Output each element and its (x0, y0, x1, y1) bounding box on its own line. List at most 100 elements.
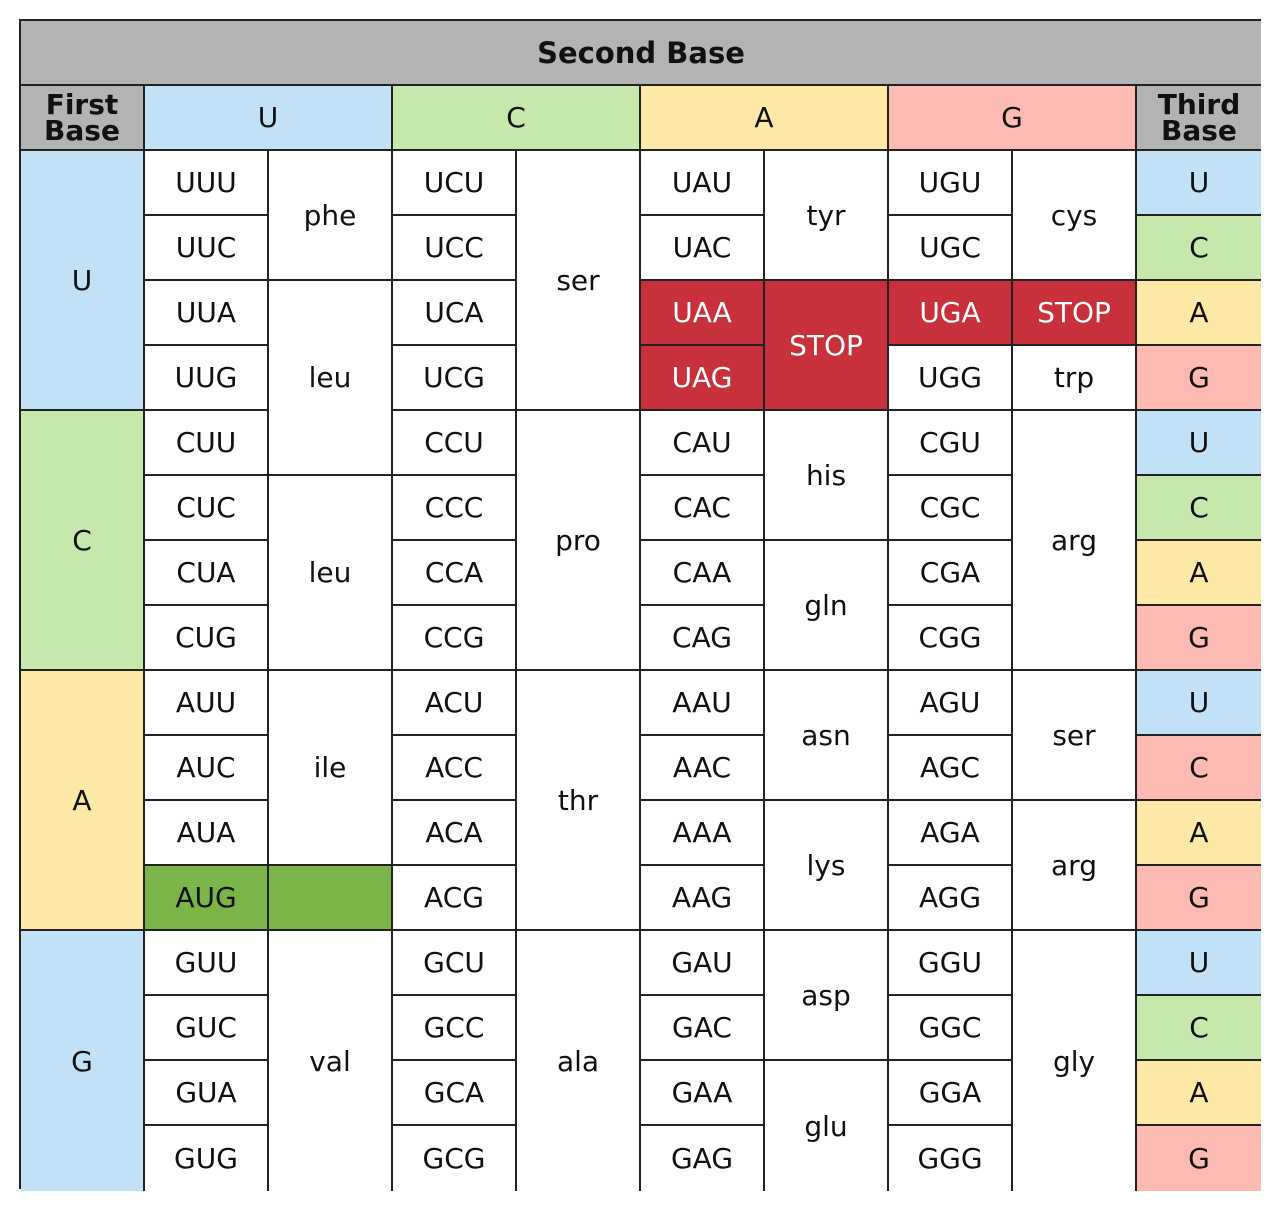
codon-caa: CAA (641, 541, 765, 606)
first-base-c: C (21, 411, 145, 671)
codon-gcg: GCG (393, 1126, 517, 1191)
amino-acid-leu: leu (269, 281, 393, 476)
codon-uau: UAU (641, 151, 765, 216)
codon-cua: CUA (145, 541, 269, 606)
first-base-header: First Base (21, 86, 145, 151)
amino-acid-gln: gln (765, 541, 889, 671)
third-base-u: U (1137, 151, 1261, 216)
amino-acid-arg: arg (1013, 411, 1137, 671)
codon-gua: GUA (145, 1061, 269, 1126)
codon-uag: UAG (641, 346, 765, 411)
stop-label: STOP (765, 281, 889, 411)
codon-cag: CAG (641, 606, 765, 671)
codon-guc: GUC (145, 996, 269, 1061)
codon-table: Second Base First Base U C A G Third Base U C A G U… (19, 19, 1261, 1191)
codon-uua: UUA (145, 281, 269, 346)
amino-acid-ala: ala (517, 931, 641, 1191)
codon-ugu: UGU (889, 151, 1013, 216)
codon-auu: AUU (145, 671, 269, 736)
codon-gga: GGA (889, 1061, 1013, 1126)
codon-ccu: CCU (393, 411, 517, 476)
codon-gcc: GCC (393, 996, 517, 1061)
codon-cga: CGA (889, 541, 1013, 606)
codon-uga: UGA (889, 281, 1013, 346)
codon-uuu: UUU (145, 151, 269, 216)
amino-acid-cys: cys (1013, 151, 1137, 281)
stop-label: STOP (1013, 281, 1137, 346)
third-base-a: A (1137, 541, 1261, 606)
codon-aga: AGA (889, 801, 1013, 866)
first-base-u: U (21, 151, 145, 411)
second-base-c: C (393, 86, 641, 151)
amino-acid-tyr: tyr (765, 151, 889, 281)
amino-acid-leu: leu (269, 476, 393, 671)
amino-acid-thr: thr (517, 671, 641, 931)
codon-ucg: UCG (393, 346, 517, 411)
third-base-a: A (1137, 801, 1261, 866)
codon-gaa: GAA (641, 1061, 765, 1126)
codon-ugc: UGC (889, 216, 1013, 281)
amino-acid-val: val (269, 931, 393, 1191)
codon-ugg: UGG (889, 346, 1013, 411)
codon-acu: ACU (393, 671, 517, 736)
amino-acid-pro: pro (517, 411, 641, 671)
codon-uca: UCA (393, 281, 517, 346)
third-base-g: G (1137, 346, 1261, 411)
first-base-g: G (21, 931, 145, 1191)
codon-uac: UAC (641, 216, 765, 281)
amino-acid-ser: ser (1013, 671, 1137, 801)
codon-gcu: GCU (393, 931, 517, 996)
codon-cac: CAC (641, 476, 765, 541)
codon-ggg: GGG (889, 1126, 1013, 1191)
second-base-title: Second Base (21, 21, 1261, 86)
amino-acid-trp: trp (1013, 346, 1137, 411)
amino-acid-lys: lys (765, 801, 889, 931)
third-base-c: C (1137, 736, 1261, 801)
codon-ucc: UCC (393, 216, 517, 281)
codon-uaa: UAA (641, 281, 765, 346)
amino-acid-ile: ile (269, 671, 393, 866)
second-base-u: U (145, 86, 393, 151)
third-base-a: A (1137, 1061, 1261, 1126)
codon-cca: CCA (393, 541, 517, 606)
third-base-c: C (1137, 996, 1261, 1061)
third-base-u: U (1137, 671, 1261, 736)
third-base-u: U (1137, 931, 1261, 996)
codon-gug: GUG (145, 1126, 269, 1191)
amino-acid-ser: ser (517, 151, 641, 411)
third-base-g: G (1137, 866, 1261, 931)
codon-ggu: GGU (889, 931, 1013, 996)
second-base-a: A (641, 86, 889, 151)
codon-aca: ACA (393, 801, 517, 866)
third-base-g: G (1137, 606, 1261, 671)
amino-acid-his: his (765, 411, 889, 541)
amino-acid-gly: gly (1013, 931, 1137, 1191)
third-base-g: G (1137, 1126, 1261, 1191)
codon-ggc: GGC (889, 996, 1013, 1061)
codon-agg: AGG (889, 866, 1013, 931)
codon-uug: UUG (145, 346, 269, 411)
third-base-c: C (1137, 476, 1261, 541)
codon-ccc: CCC (393, 476, 517, 541)
amino-acid-asp: asp (765, 931, 889, 1061)
codon-gag: GAG (641, 1126, 765, 1191)
codon-cau: CAU (641, 411, 765, 476)
codon-uuc: UUC (145, 216, 269, 281)
codon-aua: AUA (145, 801, 269, 866)
codon-aac: AAC (641, 736, 765, 801)
codon-cuc: CUC (145, 476, 269, 541)
codon-ucu: UCU (393, 151, 517, 216)
codon-guu: GUU (145, 931, 269, 996)
amino-acid-phe: phe (269, 151, 393, 281)
third-base-u: U (1137, 411, 1261, 476)
codon-cuu: CUU (145, 411, 269, 476)
codon-auc: AUC (145, 736, 269, 801)
codon-aag: AAG (641, 866, 765, 931)
codon-aug: AUG (145, 866, 269, 931)
codon-acg: ACG (393, 866, 517, 931)
third-base-header: Third Base (1137, 86, 1261, 151)
amino-acid-glu: glu (765, 1061, 889, 1191)
second-base-g: G (889, 86, 1137, 151)
codon-aaa: AAA (641, 801, 765, 866)
start-marker (269, 866, 393, 931)
